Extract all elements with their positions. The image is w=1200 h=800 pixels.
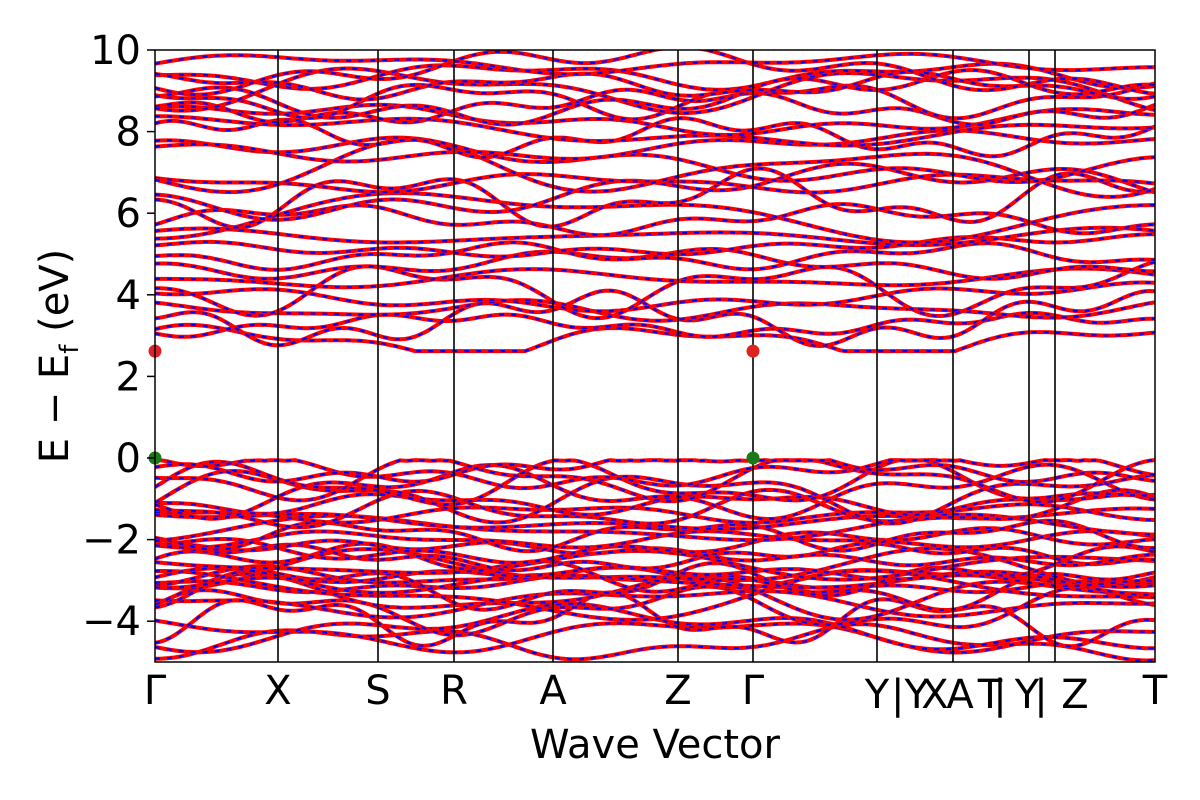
x-axis-ticks: Γ X S R A Z Γ TY |YXA T| Y| Z [144, 668, 1168, 718]
x-tick-label-overlap: Z [1061, 672, 1088, 718]
x-tick-label-overlap: A [946, 672, 974, 718]
band-line-blue [155, 567, 1155, 596]
band-line-red [155, 502, 1155, 525]
band-line-blue [155, 591, 1155, 648]
x-axis-title: Wave Vector [530, 722, 781, 768]
band-line-blue [155, 241, 1155, 271]
y-axis-title-sub: f [55, 344, 85, 354]
band-line-blue [155, 526, 1155, 564]
band-line-red [155, 589, 1155, 620]
y-tick-label: 0 [116, 436, 141, 482]
band-line-blue [155, 162, 1155, 221]
x-tick-label: T [1142, 668, 1168, 714]
band-line-red [155, 128, 1155, 164]
x-tick-label-overlap: |Y [891, 672, 929, 718]
band-line-blue [155, 542, 1155, 572]
band-edge-marker [746, 344, 760, 358]
band-line-blue [155, 167, 1155, 229]
x-tick-label: S [365, 668, 390, 714]
band-line-blue [155, 585, 1155, 637]
band-line-red [155, 240, 1155, 272]
band-line-blue [155, 88, 1155, 126]
x-tick-label: A [539, 668, 567, 714]
band-line-red [155, 232, 1155, 259]
band-line-blue [155, 323, 1155, 353]
band-line-blue [155, 69, 1155, 126]
x-tick-label-overlap: | [993, 672, 1006, 718]
x-tick-label: R [440, 668, 468, 714]
band-line-blue [155, 458, 1155, 490]
band-line-red [155, 225, 1155, 248]
band-line-blue [155, 70, 1155, 101]
band-line-blue [155, 542, 1155, 597]
band-line-blue [155, 488, 1155, 529]
band-line-blue [155, 458, 1155, 484]
y-tick-label: 4 [116, 273, 141, 319]
band-line-blue [155, 203, 1155, 237]
band-line-blue [155, 619, 1155, 654]
band-line-blue [155, 569, 1155, 621]
y-tick-label: −2 [82, 518, 141, 564]
band-line-blue [155, 289, 1155, 348]
y-tick-label: 2 [116, 354, 141, 400]
x-tick-label: X [264, 668, 291, 714]
band-lines [155, 50, 1155, 662]
y-tick-label: 6 [116, 191, 141, 237]
x-tick-label: Γ [742, 668, 765, 714]
y-axis-title-unit: (eV) [32, 249, 78, 345]
y-axis-ticks: 10 8 6 4 2 0 −2 −4 [82, 28, 155, 645]
y-tick-label: 10 [90, 28, 141, 74]
x-tick-label: Z [664, 668, 691, 714]
x-tick-label: Γ [144, 668, 167, 714]
band-line-blue [155, 136, 1155, 184]
band-line-blue [155, 50, 1155, 96]
plot-frame [154, 49, 1156, 663]
band-line-red [155, 114, 1155, 148]
y-axis-title: E − Ef (eV) [32, 249, 85, 464]
band-line-blue [155, 530, 1155, 549]
band-line-blue [155, 311, 1155, 338]
x-tick-label-overlap: Y [1014, 672, 1040, 718]
band-line-red [155, 280, 1155, 314]
y-tick-label: −4 [82, 599, 141, 645]
x-tick-label-overlap: T [977, 672, 1003, 718]
band-line-blue [155, 192, 1155, 244]
y-axis-title-main: E − E [32, 354, 78, 464]
band-line-blue [155, 463, 1155, 521]
y-tick-label: 8 [116, 110, 141, 156]
band-line-red [155, 549, 1155, 582]
band-line-red [155, 51, 1155, 77]
band-line-blue [155, 458, 1155, 503]
band-line-blue [155, 561, 1155, 612]
band-line-red [155, 298, 1155, 323]
band-line-blue [155, 138, 1155, 199]
x-tick-label-overlap: | [1034, 672, 1047, 718]
x-tick-label-overlap: Y [864, 672, 890, 718]
band-line-blue [155, 260, 1155, 320]
band-edge-marker [746, 451, 760, 465]
x-tick-label-overlap: X [921, 672, 948, 718]
